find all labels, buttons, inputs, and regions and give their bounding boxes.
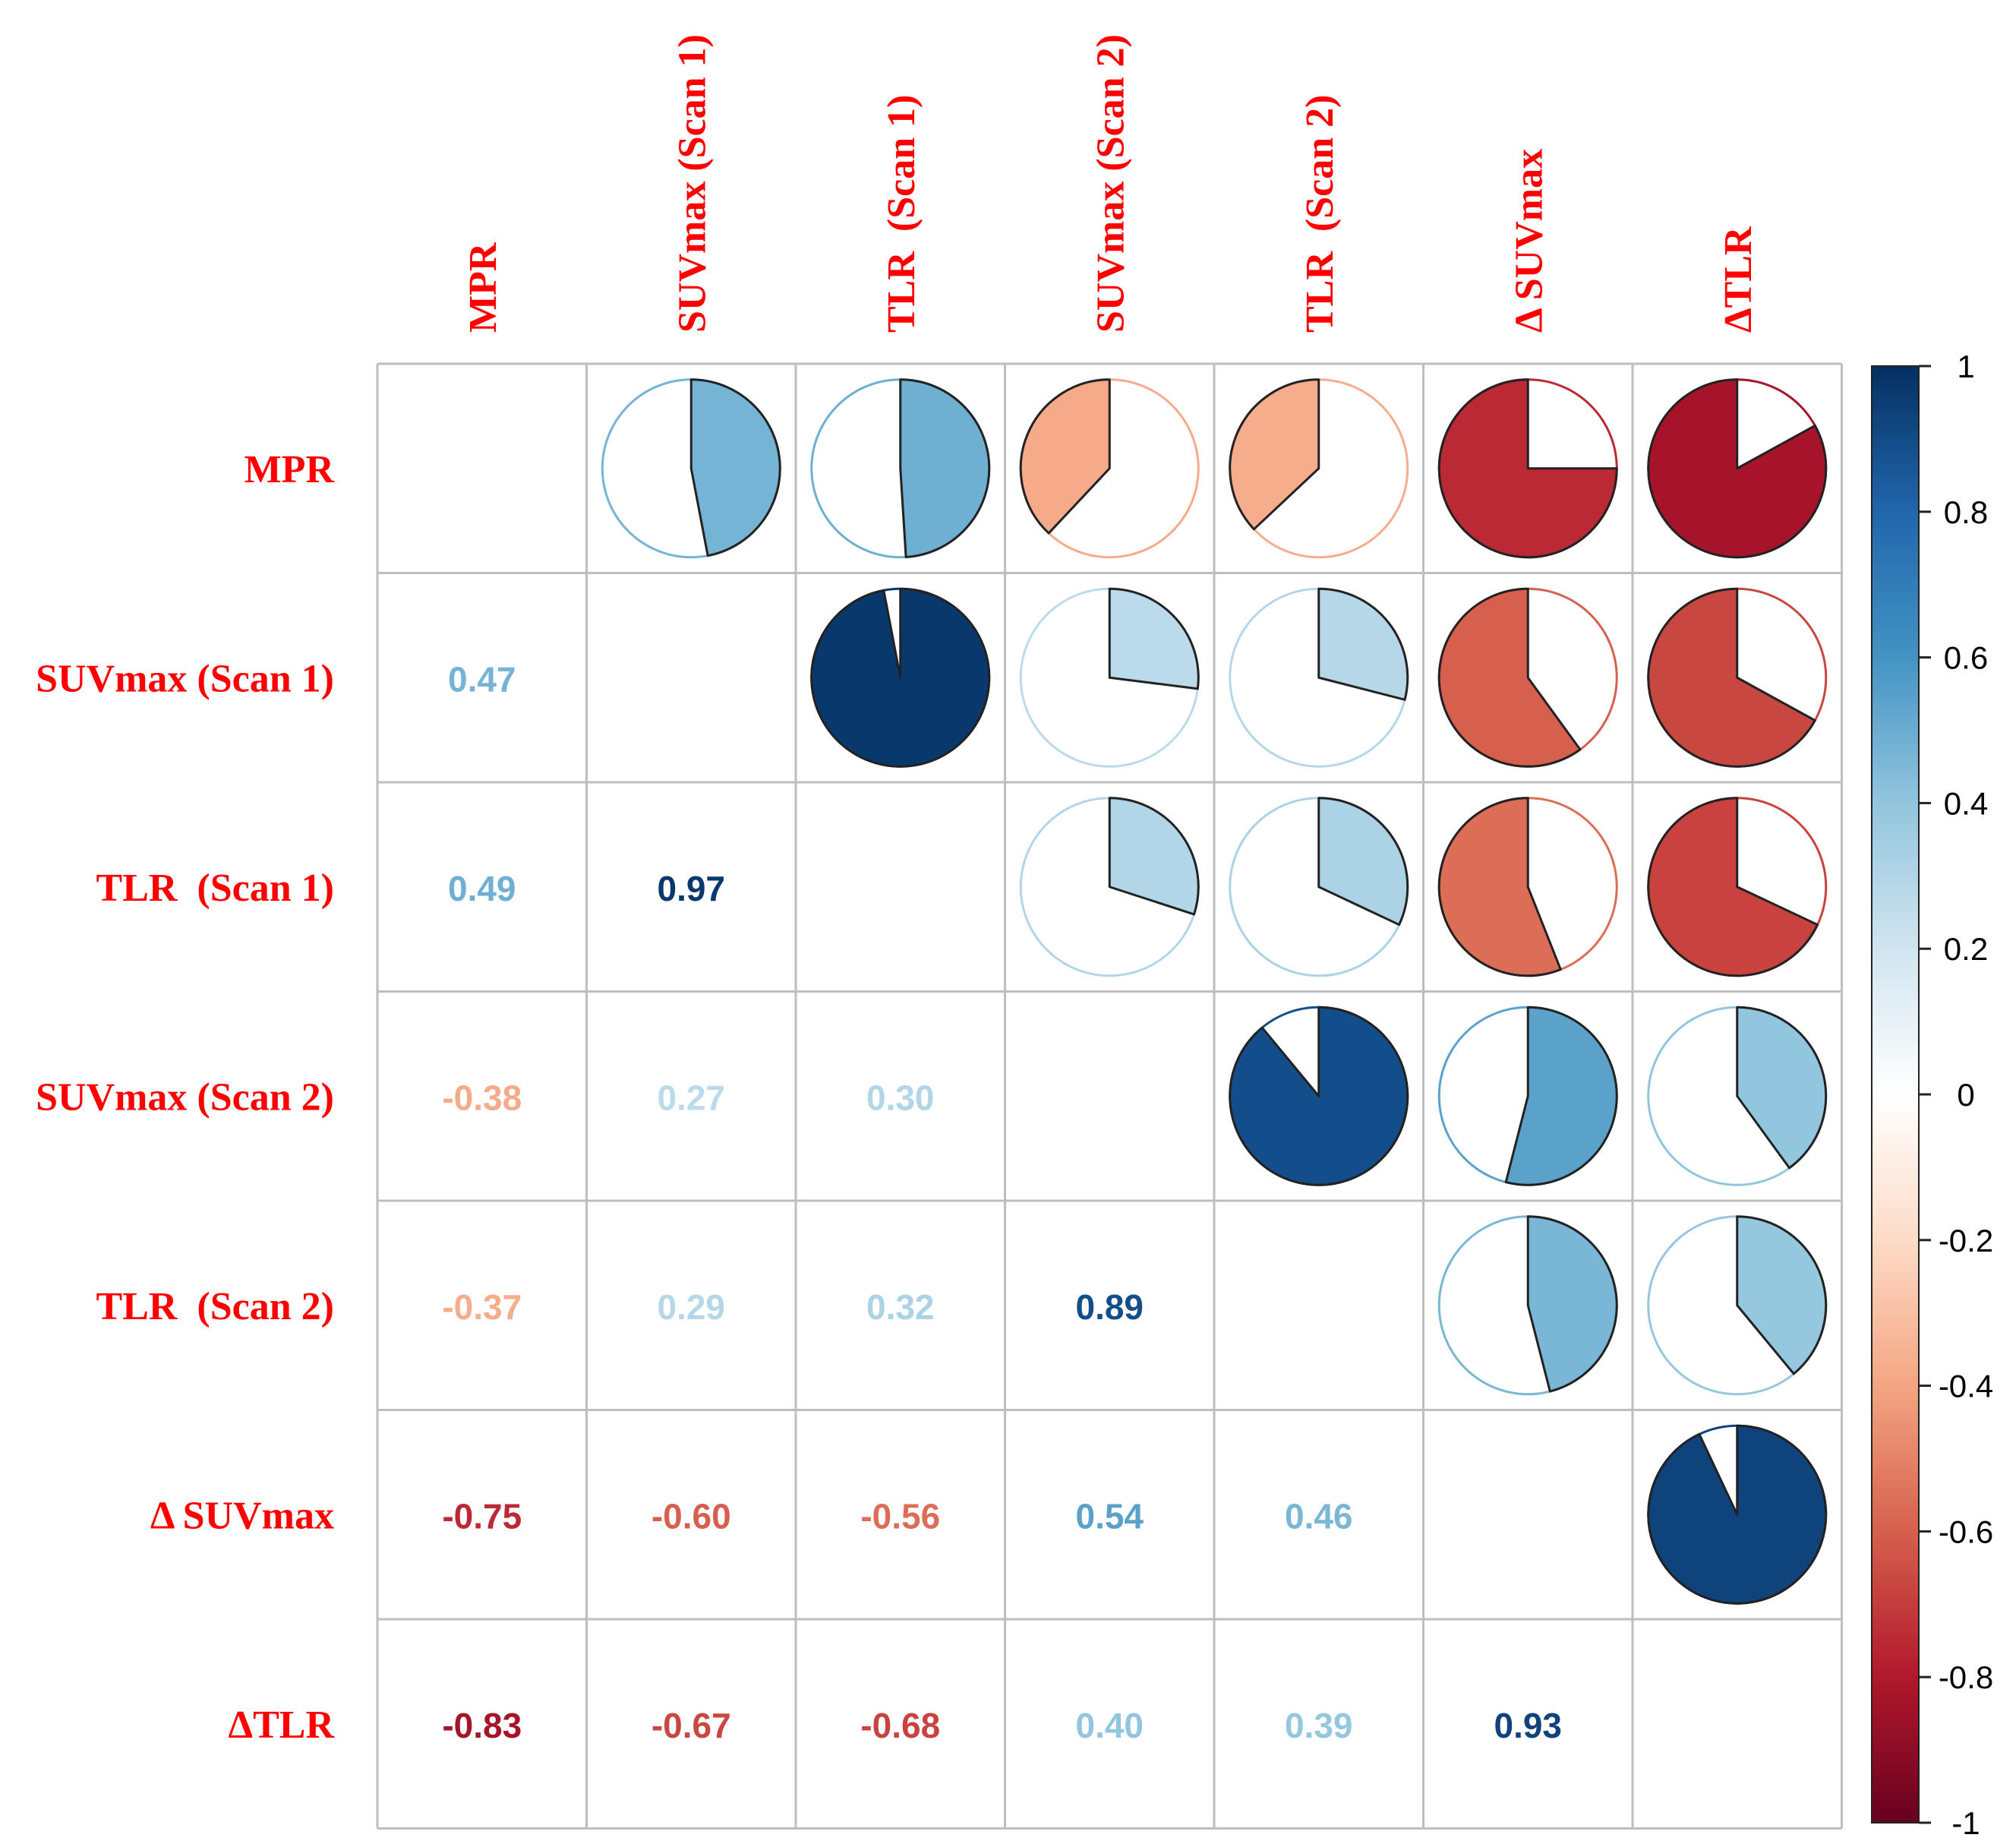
row-labels: MPR SUVmax (Scan 1) TLR (Scan 1) SUVmax (Sc… [36, 448, 335, 1747]
pie-cell [1019, 797, 1200, 977]
pie-slice [1437, 587, 1582, 768]
pie-slice [1437, 378, 1618, 559]
colorbar-tick-label: 0.6 [1944, 640, 1988, 676]
pie-cell [1229, 378, 1409, 559]
pie-cell [1437, 587, 1618, 768]
coef-label: -0.68 [860, 1706, 940, 1745]
colorbar-tick-label: 1 [1957, 349, 1974, 384]
pie-slice [689, 378, 781, 557]
pie-cell [1647, 1215, 1828, 1396]
coef-label: 0.27 [657, 1078, 725, 1117]
coef-label: -0.37 [442, 1287, 522, 1327]
colorbar-tick-label: 0.2 [1944, 931, 1988, 967]
column-label: MPR [462, 242, 505, 333]
colorbar-tick-label: -1 [1951, 1805, 1980, 1841]
row-label: SUVmax (Scan 1) [36, 657, 334, 700]
pie-cell [1647, 1424, 1828, 1605]
column-label: ΔTLR [1717, 226, 1760, 333]
colorbar-tick-label: -0.2 [1939, 1223, 1993, 1258]
pie-cell [1437, 378, 1618, 559]
row-label: Δ SUVmax [150, 1494, 334, 1537]
coef-label: 0.54 [1075, 1496, 1144, 1536]
coef-label: 0.97 [657, 869, 725, 908]
colorbar-tick-label: 0.4 [1944, 785, 1988, 821]
colorbar-gradient [1871, 365, 1920, 1823]
coef-label: -0.83 [442, 1706, 522, 1745]
pie-slice [1317, 587, 1409, 701]
pie-cell [601, 378, 781, 559]
coef-label: 0.49 [448, 869, 516, 908]
row-label: TLR (Scan 1) [96, 867, 334, 910]
colorbar-tick-label: -0.8 [1939, 1659, 1993, 1695]
pie-cell [1647, 378, 1828, 559]
matrix-grid [376, 362, 1843, 1830]
coef-label: 0.46 [1285, 1496, 1353, 1536]
coef-label: 0.39 [1285, 1706, 1353, 1745]
column-label: TLR (Scan 1) [880, 95, 923, 333]
pie-slice [1647, 1424, 1828, 1605]
pie-slice [1736, 1215, 1828, 1375]
pie-slice [1504, 1006, 1618, 1186]
pie-cell [810, 587, 991, 768]
colorbar-tick-label: 0 [1957, 1077, 1974, 1113]
pie-slice [1647, 378, 1828, 559]
row-label: TLR (Scan 2) [96, 1285, 334, 1328]
pie-cell [1019, 587, 1200, 768]
pie-cell [810, 378, 991, 559]
pie-slice [1647, 587, 1816, 768]
pie-slice [1317, 797, 1409, 927]
column-label: Δ SUVmax [1507, 149, 1551, 333]
coef-label: -0.60 [651, 1496, 731, 1536]
row-label: SUVmax (Scan 2) [36, 1075, 334, 1119]
pie-slice [1647, 797, 1819, 977]
pie-slice [1736, 1006, 1828, 1170]
coef-label: -0.75 [442, 1496, 522, 1536]
pie-slice [1108, 797, 1200, 916]
pie-cell [1437, 1006, 1618, 1186]
colorbar: 1 0.8 0.6 0.4 0.2 0 -0.2 -0.4 -0.6 -0.8 -1 [1871, 349, 1993, 1841]
coef-label: -0.38 [442, 1078, 522, 1117]
coef-label: 0.93 [1494, 1706, 1562, 1745]
colorbar-tick-label: 0.8 [1944, 494, 1988, 530]
pie-cell [1647, 1006, 1828, 1186]
pie-slice [1229, 1006, 1409, 1186]
pie-cell [1019, 378, 1200, 559]
column-label: SUVmax (Scan 2) [1089, 34, 1132, 333]
column-label: SUVmax (Scan 1) [670, 34, 714, 333]
row-label: ΔTLR [228, 1703, 335, 1747]
coef-label: 0.89 [1075, 1287, 1144, 1327]
matrix-cells: 0.47 0.49 0.97 -0.38 0.27 0.30 -0.37 0.29 0.32 0.… [442, 378, 1828, 1745]
pie-slice [1526, 1215, 1618, 1393]
coef-label: 0.29 [657, 1287, 725, 1327]
colorbar-tick-label: -0.4 [1939, 1369, 1993, 1404]
pie-slice [1437, 797, 1562, 977]
column-labels: MPR SUVmax (Scan 1) TLR (Scan 1) SUVmax (Sc… [462, 34, 1760, 333]
coef-label: 0.32 [866, 1287, 935, 1327]
pie-cell [1647, 797, 1828, 977]
colorbar-tick-label: -0.6 [1939, 1514, 1993, 1549]
pie-cell [1229, 1006, 1409, 1186]
pie-slice [810, 587, 991, 768]
pie-cell [1229, 797, 1409, 977]
coef-label: -0.56 [860, 1496, 940, 1536]
pie-cell [1647, 587, 1828, 768]
coef-label: 0.30 [866, 1078, 935, 1117]
coef-label: -0.67 [651, 1706, 731, 1745]
pie-cell [1229, 587, 1409, 768]
pie-slice [1019, 378, 1111, 535]
row-label: MPR [245, 448, 336, 491]
pie-slice [899, 378, 991, 559]
pie-slice [1229, 378, 1320, 531]
column-label: TLR (Scan 2) [1298, 95, 1342, 333]
coef-label: 0.47 [448, 659, 516, 699]
pie-cell [1437, 1215, 1618, 1396]
pie-cell [1437, 797, 1618, 977]
pie-slice [1108, 587, 1200, 690]
coef-label: 0.40 [1075, 1706, 1144, 1745]
